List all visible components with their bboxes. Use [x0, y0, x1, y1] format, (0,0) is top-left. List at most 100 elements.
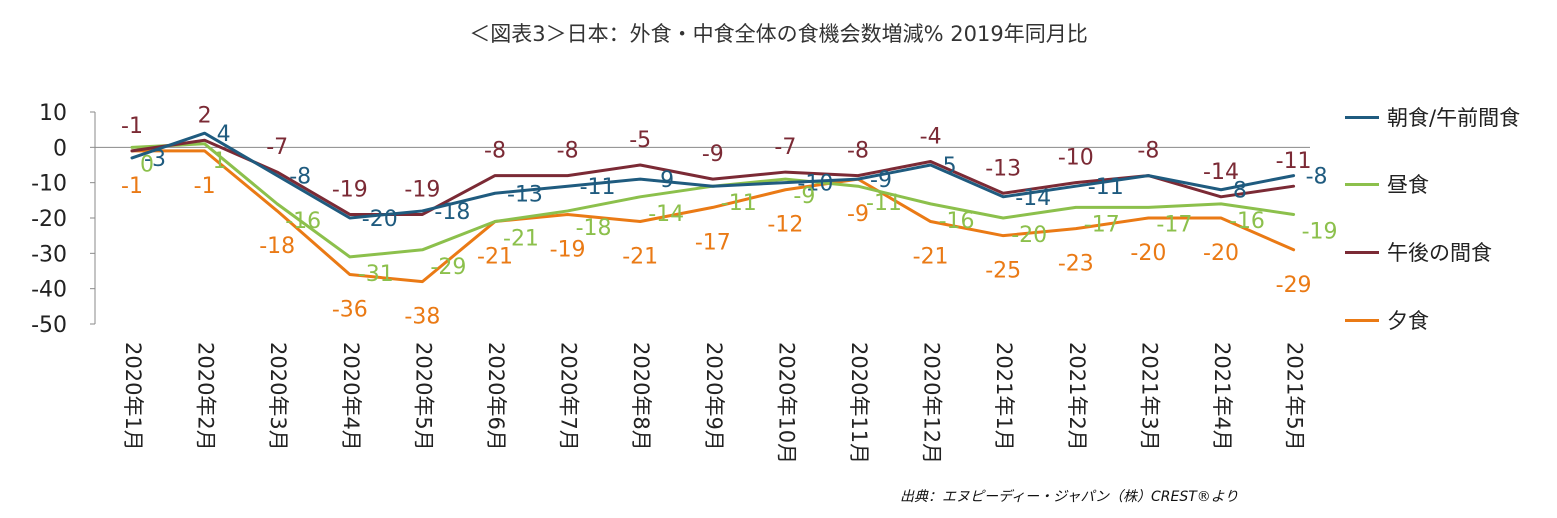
data-label: -19 — [1302, 219, 1338, 244]
data-label: 0 — [140, 152, 154, 177]
data-label: -11 — [721, 191, 757, 216]
data-label: -18 — [434, 200, 470, 225]
x-tick-label: 2021年3月 — [1137, 342, 1161, 451]
chart-title: ＜図表3＞日本：外食・中食全体の食機会数増減% 2019年同月比 — [469, 22, 1088, 46]
legend-item: 夕食 — [1345, 306, 1429, 334]
series-line-3 — [130, 138, 1296, 216]
data-label: -5 — [629, 128, 651, 153]
y-tick-label: -30 — [31, 242, 67, 267]
data-label: -21 — [477, 245, 513, 270]
data-label: -8 — [847, 139, 869, 164]
x-tick-label: 2020年7月 — [557, 342, 581, 451]
x-tick-label: 2020年12月 — [920, 342, 944, 464]
data-label: -8 — [1137, 139, 1159, 164]
data-label: -20 — [1130, 241, 1166, 266]
x-tick-label: 2020年8月 — [629, 342, 653, 451]
x-tick-label: 2020年6月 — [484, 342, 508, 451]
y-tick-label: -10 — [31, 172, 67, 197]
data-label: -19 — [550, 237, 586, 262]
data-label: 8 — [1233, 179, 1247, 204]
data-label: 2 — [198, 103, 212, 128]
data-label: -14 — [1203, 160, 1239, 185]
data-label: -17 — [1156, 212, 1192, 237]
data-label: -20 — [362, 207, 398, 232]
y-tick-label: -20 — [31, 207, 67, 232]
y-tick-label: 0 — [53, 136, 67, 161]
data-label: -14 — [648, 202, 684, 227]
data-label: -7 — [774, 135, 796, 160]
data-label: -1 — [121, 114, 143, 139]
series-line-1 — [130, 131, 1296, 220]
data-label: -16 — [285, 209, 321, 234]
legend-swatch — [1345, 182, 1379, 186]
x-tick-label: 2021年2月 — [1065, 342, 1089, 451]
data-label: -13 — [507, 182, 543, 207]
y-tick-label: -40 — [31, 278, 67, 303]
legend-label: 昼食 — [1387, 173, 1429, 197]
legend-swatch — [1345, 115, 1379, 119]
data-label: -19 — [404, 177, 440, 202]
chart-series — [130, 131, 1296, 284]
data-label: -3 — [144, 147, 166, 172]
data-label: -29 — [1276, 273, 1312, 298]
data-label: 4 — [217, 122, 231, 147]
data-label: -1 — [194, 174, 216, 199]
legend-label: 午後の間食 — [1387, 241, 1492, 265]
legend-label: 朝食/午前間食 — [1387, 106, 1521, 130]
data-label: -29 — [430, 255, 466, 280]
x-tick-label: 2020年4月 — [339, 342, 363, 451]
data-label: 5 — [943, 154, 957, 179]
data-label: -10 — [1058, 146, 1094, 171]
data-label: -7 — [266, 135, 288, 160]
data-label: -14 — [1015, 186, 1051, 211]
x-tick-label: 2020年11月 — [847, 342, 871, 464]
data-label: -11 — [866, 191, 902, 216]
x-tick-label: 2020年10月 — [774, 342, 798, 464]
data-label: -36 — [332, 298, 368, 323]
data-label: -8 — [557, 139, 579, 164]
data-label: -1 — [121, 174, 143, 199]
legend-item: 朝食/午前間食 — [1345, 103, 1520, 131]
data-label: -20 — [1203, 241, 1239, 266]
data-label: -18 — [576, 216, 612, 241]
data-label: -11 — [580, 175, 616, 200]
y-tick-label: 10 — [39, 101, 67, 126]
x-tick-label: 2021年5月 — [1283, 342, 1307, 451]
chart-data-labels: -34-8-20 -18-13 -11 -9 -10 -95-14 -11 8-80 1-16-… — [121, 103, 1338, 329]
data-label: -8 — [289, 165, 311, 190]
data-label: -13 — [985, 156, 1021, 181]
data-label: -16 — [939, 209, 975, 234]
data-label: -17 — [1084, 212, 1120, 237]
legend-item: 昼食 — [1345, 170, 1429, 198]
data-label: -21 — [622, 245, 658, 270]
data-label: -4 — [920, 124, 942, 149]
legend-label: 夕食 — [1387, 309, 1429, 333]
y-tick-label: -50 — [31, 313, 67, 338]
x-tick-label: 2021年4月 — [1210, 342, 1234, 451]
data-label: -9 — [793, 184, 815, 209]
data-label: -9 — [652, 168, 674, 193]
data-label: -19 — [332, 177, 368, 202]
data-label: -21 — [503, 227, 539, 252]
data-label: -11 — [1276, 149, 1312, 174]
x-tick-label: 2020年5月 — [411, 342, 435, 451]
data-label: -20 — [1011, 223, 1047, 248]
data-label: -23 — [1058, 252, 1094, 277]
data-label: -8 — [484, 139, 506, 164]
data-label: -17 — [695, 230, 731, 255]
x-tick-label: 2020年3月 — [266, 342, 290, 451]
legend-swatch — [1345, 250, 1379, 254]
data-label: -18 — [259, 234, 295, 259]
data-label: -9 — [847, 202, 869, 227]
series-line-4 — [130, 149, 1296, 284]
data-label: -25 — [985, 259, 1021, 284]
data-label: -9 — [702, 142, 724, 167]
data-label: -12 — [767, 213, 803, 238]
data-label: -21 — [913, 245, 949, 270]
data-label: -38 — [404, 305, 440, 330]
legend-swatch — [1345, 318, 1379, 322]
source-note: 出典：エヌピーディー・ジャパン（株）CREST®より — [900, 489, 1239, 505]
data-label: -10 — [797, 172, 833, 197]
